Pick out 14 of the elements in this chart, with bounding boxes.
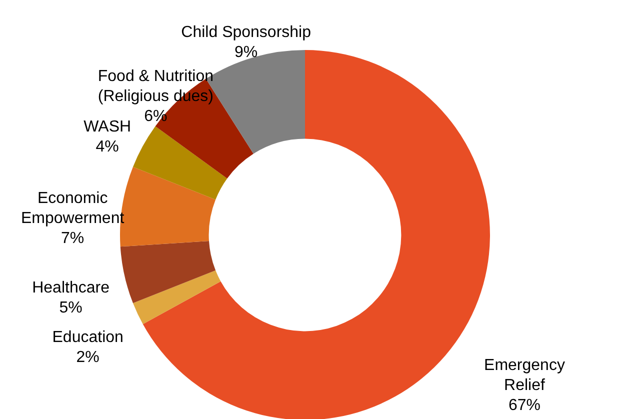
slice-label: WASH: [84, 118, 132, 136]
data-label: 7%: [61, 230, 84, 248]
slice-label: Education: [52, 329, 124, 346]
data-label: 9%: [234, 44, 258, 62]
data-label: 4%: [96, 138, 119, 156]
data-label: 67%: [508, 396, 541, 414]
slice-label: Healthcare: [32, 279, 110, 296]
donut-slice: [120, 241, 216, 304]
slice-label: Child Sponsorship: [181, 24, 312, 42]
donut-slice: [132, 126, 228, 200]
slice-label: Emergency Relief: [484, 356, 565, 394]
data-label: 2%: [76, 349, 100, 366]
data-label: 5%: [59, 299, 82, 316]
donut-slice: [132, 270, 221, 324]
